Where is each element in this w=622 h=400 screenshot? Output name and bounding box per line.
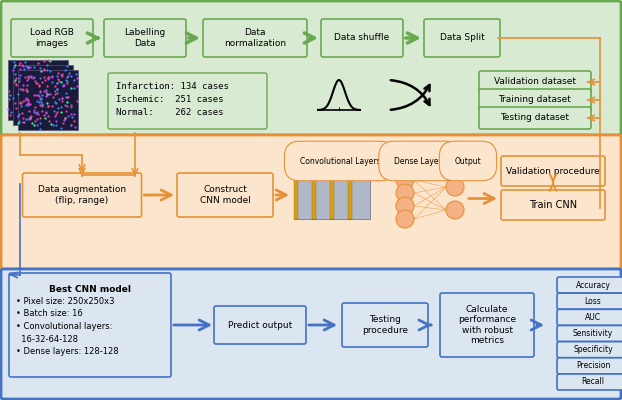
Bar	[294, 171, 316, 219]
Text: Specificity: Specificity	[573, 345, 613, 354]
FancyBboxPatch shape	[104, 19, 186, 57]
FancyBboxPatch shape	[424, 19, 500, 57]
FancyBboxPatch shape	[440, 293, 534, 357]
Text: Validation dataset: Validation dataset	[494, 78, 576, 86]
FancyBboxPatch shape	[1, 1, 621, 135]
Text: Testing
procedure: Testing procedure	[362, 315, 408, 335]
FancyBboxPatch shape	[557, 277, 622, 293]
FancyBboxPatch shape	[479, 71, 591, 93]
Circle shape	[446, 201, 464, 219]
Text: Testing dataset: Testing dataset	[501, 114, 570, 122]
Bar	[348, 171, 370, 219]
Text: Predict output: Predict output	[228, 320, 292, 330]
Text: Load RGB
images: Load RGB images	[30, 28, 74, 48]
Text: Data augmentation
(flip, range): Data augmentation (flip, range)	[38, 185, 126, 205]
Circle shape	[446, 178, 464, 196]
Text: Sensitivity: Sensitivity	[573, 329, 613, 338]
FancyBboxPatch shape	[342, 303, 428, 347]
Bar	[312, 171, 334, 219]
FancyBboxPatch shape	[203, 19, 307, 57]
Bar	[13, 65, 73, 125]
FancyBboxPatch shape	[557, 358, 622, 374]
FancyBboxPatch shape	[501, 190, 605, 220]
Circle shape	[396, 171, 414, 189]
Text: Data Split: Data Split	[440, 34, 485, 42]
Circle shape	[396, 210, 414, 228]
FancyBboxPatch shape	[1, 135, 621, 269]
Text: Train CNN: Train CNN	[529, 200, 577, 210]
Text: AUC: AUC	[585, 313, 601, 322]
FancyBboxPatch shape	[214, 306, 306, 344]
Text: Convolutional Layers: Convolutional Layers	[300, 156, 380, 166]
Circle shape	[396, 184, 414, 202]
Text: Validation procedure: Validation procedure	[506, 166, 600, 176]
Text: • Pixel size: 250x250x3
• Batch size: 16
• Convolutional layers:
  16-32-64-128
: • Pixel size: 250x250x3 • Batch size: 16…	[16, 297, 119, 356]
FancyBboxPatch shape	[557, 293, 622, 309]
FancyBboxPatch shape	[557, 342, 622, 358]
Bar	[330, 171, 334, 219]
FancyBboxPatch shape	[177, 173, 273, 217]
FancyBboxPatch shape	[1, 269, 621, 399]
FancyBboxPatch shape	[501, 156, 605, 186]
FancyBboxPatch shape	[479, 107, 591, 129]
Text: Loss: Loss	[585, 297, 601, 306]
FancyBboxPatch shape	[321, 19, 403, 57]
FancyBboxPatch shape	[479, 89, 591, 111]
Bar	[330, 171, 352, 219]
FancyBboxPatch shape	[22, 173, 141, 217]
Text: Best CNN model: Best CNN model	[49, 285, 131, 294]
Bar	[8, 60, 68, 120]
Text: Infarction: 134 cases
Ischemic:  251 cases
Normal:    262 cases: Infarction: 134 cases Ischemic: 251 case…	[116, 82, 229, 118]
FancyBboxPatch shape	[557, 374, 622, 390]
Text: Accuracy: Accuracy	[575, 280, 610, 290]
Text: Calculate
performance
with robust
metrics: Calculate performance with robust metric…	[458, 305, 516, 345]
Bar	[348, 171, 352, 219]
Text: Data shuffle: Data shuffle	[335, 34, 389, 42]
Bar	[312, 171, 316, 219]
Text: Dense Layers: Dense Layers	[394, 156, 446, 166]
Text: Labelling
Data: Labelling Data	[124, 28, 165, 48]
Circle shape	[396, 197, 414, 215]
Bar	[18, 70, 78, 130]
FancyBboxPatch shape	[557, 326, 622, 342]
Text: Construct
CNN model: Construct CNN model	[200, 185, 251, 205]
Text: Precision: Precision	[576, 361, 610, 370]
FancyBboxPatch shape	[11, 19, 93, 57]
Text: Output: Output	[455, 156, 481, 166]
Text: Recall: Recall	[582, 378, 605, 386]
Text: Training dataset: Training dataset	[499, 96, 572, 104]
Text: Data
normalization: Data normalization	[224, 28, 286, 48]
FancyBboxPatch shape	[557, 309, 622, 325]
FancyBboxPatch shape	[108, 73, 267, 129]
FancyBboxPatch shape	[9, 273, 171, 377]
Bar	[294, 171, 298, 219]
